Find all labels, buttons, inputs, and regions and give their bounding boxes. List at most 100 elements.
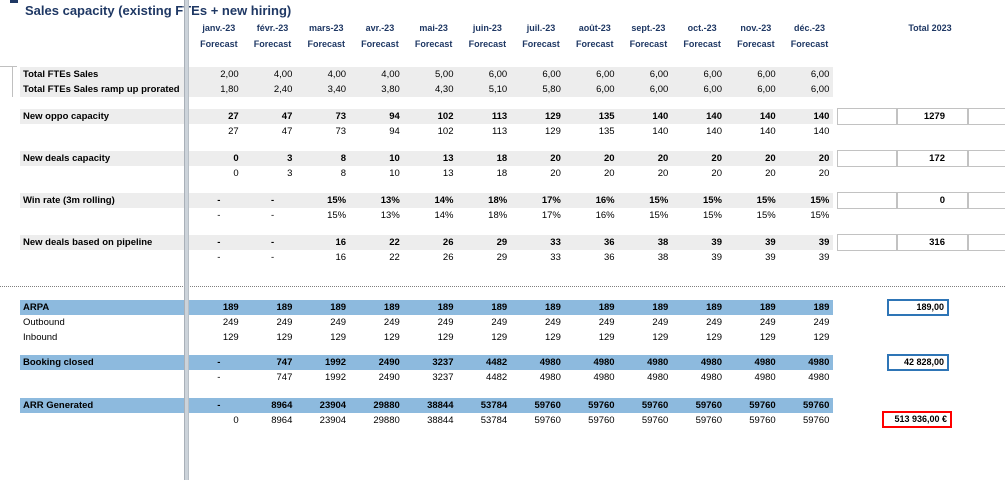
cell[interactable]: 13 <box>442 153 454 164</box>
cell[interactable]: 36 <box>604 252 615 263</box>
cell[interactable]: 47 <box>281 126 293 137</box>
cell[interactable]: 20 <box>711 168 722 179</box>
cell[interactable]: 3237 <box>432 357 454 368</box>
cell[interactable]: 38844 <box>427 400 454 411</box>
cell[interactable]: 10 <box>389 168 400 179</box>
cell[interactable]: 189 <box>437 302 454 313</box>
cell[interactable]: - <box>217 372 221 383</box>
col-header-month[interactable]: mars-23 Forecast <box>299 23 353 49</box>
row-label[interactable]: Win rate (3m rolling) <box>23 195 115 206</box>
cell[interactable]: 53784 <box>480 400 508 411</box>
cell[interactable]: 36 <box>604 237 615 248</box>
cell[interactable]: 39 <box>818 252 830 263</box>
cell[interactable]: 20 <box>765 153 776 164</box>
cell[interactable]: 20 <box>604 168 615 179</box>
cell[interactable]: 22 <box>389 237 400 248</box>
cell[interactable]: 4980 <box>539 357 561 368</box>
cell[interactable]: 4980 <box>593 357 615 368</box>
cell[interactable]: 189 <box>330 302 347 313</box>
cell[interactable]: 6,00 <box>810 84 830 95</box>
cell[interactable]: 6,00 <box>703 84 722 95</box>
cell[interactable]: 38844 <box>427 415 454 426</box>
cell[interactable]: 189 <box>383 302 400 313</box>
cell[interactable]: 2490 <box>378 372 400 383</box>
cell[interactable]: 15% <box>649 195 669 206</box>
cell[interactable]: 102 <box>437 111 454 122</box>
cell[interactable]: 4980 <box>754 372 776 383</box>
cell[interactable]: 6,00 <box>703 69 722 80</box>
cell[interactable]: 59760 <box>749 415 776 426</box>
cell[interactable]: 129 <box>813 332 830 343</box>
cell[interactable]: 29880 <box>373 400 400 411</box>
row-label[interactable]: New deals based on pipeline <box>23 237 153 248</box>
cell[interactable]: 15% <box>810 210 830 221</box>
cell[interactable]: 13 <box>442 168 454 179</box>
cell[interactable]: 135 <box>598 126 615 137</box>
cell[interactable]: 59760 <box>802 415 830 426</box>
cell[interactable]: 5,00 <box>434 69 454 80</box>
cell[interactable]: 15% <box>756 210 776 221</box>
row-label[interactable]: ARPA <box>23 302 50 313</box>
cell[interactable]: 29 <box>496 252 508 263</box>
row-label[interactable]: Booking closed <box>23 357 94 368</box>
cell[interactable]: 249 <box>759 317 776 328</box>
cell[interactable]: 249 <box>491 317 508 328</box>
cell[interactable]: 129 <box>383 332 400 343</box>
cell[interactable]: 73 <box>335 111 347 122</box>
col-header-month[interactable]: nov.-23 Forecast <box>729 23 783 49</box>
cell[interactable]: 18% <box>488 195 508 206</box>
cell[interactable]: 1992 <box>324 357 347 368</box>
cell[interactable]: 129 <box>652 332 669 343</box>
cell[interactable]: 3237 <box>432 372 454 383</box>
cell[interactable]: 189 <box>545 302 561 313</box>
cell[interactable]: - <box>270 237 275 248</box>
cell[interactable]: 59760 <box>588 400 615 411</box>
row-label[interactable]: Outbound <box>23 317 65 328</box>
cell[interactable]: 15% <box>810 195 830 206</box>
total-cell-highlighted[interactable]: 42 828,00 <box>887 354 949 371</box>
cell[interactable]: 18 <box>496 153 508 164</box>
cell[interactable]: 73 <box>335 126 347 137</box>
cell[interactable]: 26 <box>442 252 454 263</box>
cell[interactable]: - <box>217 400 221 411</box>
cell[interactable]: 39 <box>711 252 722 263</box>
cell[interactable]: 4980 <box>700 357 722 368</box>
cell[interactable]: 6,00 <box>488 69 508 80</box>
cell[interactable]: 189 <box>813 302 830 313</box>
cell[interactable]: 4,00 <box>327 69 347 80</box>
total-cell-empty[interactable] <box>837 192 897 209</box>
cell[interactable]: 1,80 <box>220 84 239 95</box>
cell[interactable]: 4980 <box>647 357 669 368</box>
cell[interactable]: 15% <box>702 195 722 206</box>
cell[interactable]: 129 <box>491 332 508 343</box>
cell[interactable]: 13% <box>380 210 400 221</box>
cell[interactable]: 39 <box>765 237 776 248</box>
cell[interactable]: 4482 <box>486 372 508 383</box>
col-header-month[interactable]: avr.-23 Forecast <box>353 23 407 49</box>
cell[interactable]: 47 <box>281 111 293 122</box>
cell[interactable]: 14% <box>434 195 454 206</box>
cell[interactable]: 15% <box>702 210 722 221</box>
cell[interactable]: 20 <box>711 153 722 164</box>
cell[interactable]: 4,00 <box>273 69 293 80</box>
cell[interactable]: 3 <box>287 153 293 164</box>
total-cell-empty[interactable] <box>837 108 897 125</box>
cell[interactable]: 59760 <box>695 415 722 426</box>
total-cell[interactable]: 316 <box>897 234 968 251</box>
cell[interactable]: 16% <box>595 210 615 221</box>
cell[interactable]: 129 <box>706 332 722 343</box>
cell[interactable]: 102 <box>437 126 454 137</box>
cell[interactable]: 140 <box>706 126 722 137</box>
cell[interactable]: 140 <box>652 111 669 122</box>
cell[interactable]: - <box>217 237 221 248</box>
cell[interactable]: 2,40 <box>273 84 293 95</box>
cell[interactable]: 27 <box>228 126 239 137</box>
total-cell-highlighted[interactable]: 513 936,00 € <box>882 411 952 428</box>
cell[interactable]: 140 <box>813 126 830 137</box>
cell[interactable]: 59760 <box>534 400 561 411</box>
row-label[interactable]: New deals capacity <box>23 153 111 164</box>
cell[interactable]: 16 <box>335 237 347 248</box>
cell[interactable]: - <box>217 210 221 221</box>
cell[interactable]: 249 <box>276 317 293 328</box>
sheet-title[interactable]: Sales capacity (existing FTEs + new hiri… <box>25 3 292 18</box>
